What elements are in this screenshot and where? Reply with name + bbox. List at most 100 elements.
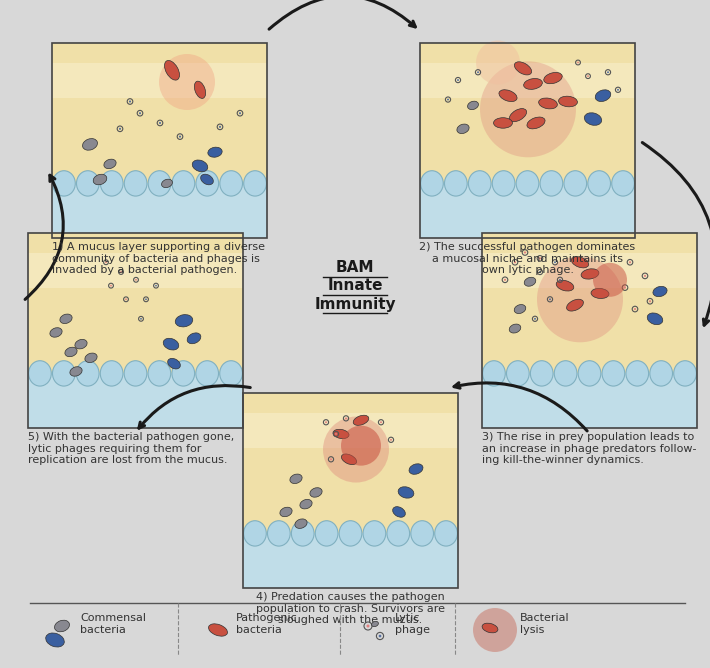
Ellipse shape — [444, 171, 467, 196]
Ellipse shape — [540, 171, 563, 196]
Ellipse shape — [499, 90, 517, 102]
Circle shape — [219, 126, 221, 128]
Circle shape — [159, 54, 215, 110]
Ellipse shape — [612, 171, 635, 196]
Ellipse shape — [411, 521, 434, 546]
Ellipse shape — [82, 138, 97, 150]
Bar — [482, 233, 697, 428]
Ellipse shape — [65, 347, 77, 357]
Ellipse shape — [591, 289, 609, 299]
Ellipse shape — [196, 361, 219, 386]
Circle shape — [624, 287, 626, 289]
Ellipse shape — [469, 171, 491, 196]
Circle shape — [239, 112, 241, 114]
Bar — [52, 43, 267, 238]
Circle shape — [477, 71, 479, 73]
Circle shape — [105, 261, 107, 263]
Ellipse shape — [650, 361, 672, 386]
Circle shape — [457, 79, 459, 81]
Ellipse shape — [420, 171, 443, 196]
Bar — [28, 233, 243, 428]
Text: Bacterial
lysis: Bacterial lysis — [520, 613, 569, 635]
Circle shape — [447, 99, 449, 100]
Ellipse shape — [165, 61, 180, 80]
Ellipse shape — [315, 521, 338, 546]
Circle shape — [649, 300, 651, 303]
Ellipse shape — [516, 171, 539, 196]
Ellipse shape — [578, 361, 601, 386]
Ellipse shape — [220, 171, 243, 196]
Circle shape — [140, 318, 142, 320]
Circle shape — [110, 285, 112, 287]
Circle shape — [607, 71, 609, 73]
Circle shape — [504, 279, 506, 281]
Circle shape — [335, 433, 337, 435]
Ellipse shape — [595, 90, 611, 102]
Bar — [482, 233, 697, 428]
Circle shape — [179, 136, 181, 138]
Ellipse shape — [493, 118, 513, 128]
Ellipse shape — [506, 361, 529, 386]
Ellipse shape — [85, 353, 97, 363]
Ellipse shape — [539, 98, 557, 109]
Ellipse shape — [300, 500, 312, 509]
Text: 1) A mucus layer supporting a diverse
community of bacteria and phages is
invade: 1) A mucus layer supporting a diverse co… — [52, 242, 265, 275]
Bar — [420, 184, 635, 238]
Circle shape — [325, 422, 327, 424]
Ellipse shape — [244, 171, 266, 196]
Text: 3) The rise in prey population leads to
an increase in phage predators follow-
i: 3) The rise in prey population leads to … — [482, 432, 697, 465]
Circle shape — [524, 251, 526, 254]
Ellipse shape — [626, 361, 649, 386]
Ellipse shape — [524, 79, 542, 90]
Ellipse shape — [55, 620, 70, 632]
Bar — [52, 184, 267, 238]
Bar — [52, 43, 267, 238]
Bar — [420, 43, 635, 238]
Text: Innate: Innate — [327, 279, 383, 293]
Circle shape — [587, 75, 589, 77]
Circle shape — [125, 299, 127, 300]
Circle shape — [473, 608, 517, 652]
Ellipse shape — [244, 521, 266, 546]
Ellipse shape — [588, 171, 611, 196]
Bar — [420, 43, 635, 238]
Circle shape — [476, 41, 520, 84]
Bar — [28, 373, 243, 428]
Ellipse shape — [172, 361, 195, 386]
Ellipse shape — [104, 159, 116, 168]
Bar — [52, 63, 267, 98]
Ellipse shape — [100, 361, 123, 386]
Bar — [28, 233, 243, 428]
Ellipse shape — [100, 171, 123, 196]
Ellipse shape — [168, 358, 180, 369]
Ellipse shape — [195, 81, 206, 98]
Bar — [482, 373, 697, 428]
Circle shape — [135, 279, 137, 281]
Ellipse shape — [354, 415, 368, 426]
Ellipse shape — [435, 521, 457, 546]
Ellipse shape — [564, 171, 586, 196]
Circle shape — [345, 418, 347, 420]
Ellipse shape — [187, 333, 201, 344]
Ellipse shape — [310, 488, 322, 497]
Circle shape — [554, 261, 556, 263]
Ellipse shape — [124, 361, 147, 386]
Circle shape — [480, 61, 576, 157]
Circle shape — [330, 458, 332, 460]
Text: Pathogenic
bacteria: Pathogenic bacteria — [236, 613, 297, 635]
Text: 2) The successful pathogen dominates
a mucosal niche and maintains its
own lytic: 2) The successful pathogen dominates a m… — [420, 242, 635, 275]
Ellipse shape — [45, 633, 65, 647]
Ellipse shape — [77, 171, 99, 196]
Ellipse shape — [148, 171, 171, 196]
Ellipse shape — [524, 277, 536, 286]
Circle shape — [534, 318, 536, 320]
Bar — [243, 534, 458, 588]
Circle shape — [139, 112, 141, 114]
Ellipse shape — [544, 72, 562, 84]
Ellipse shape — [175, 315, 192, 327]
Ellipse shape — [409, 464, 423, 474]
Ellipse shape — [53, 361, 75, 386]
Ellipse shape — [209, 624, 227, 636]
Ellipse shape — [515, 62, 532, 75]
Ellipse shape — [295, 519, 307, 528]
